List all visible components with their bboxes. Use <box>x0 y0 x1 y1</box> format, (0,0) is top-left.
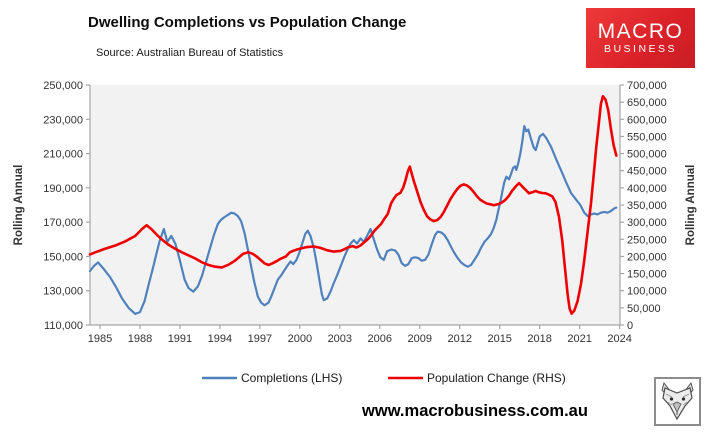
x-axis-tick-label: 1985 <box>88 333 112 345</box>
x-axis-tick-label: 2018 <box>527 333 551 345</box>
left-axis-tick-label: 250,000 <box>43 80 83 92</box>
legend-label: Population Change (RHS) <box>427 371 566 385</box>
right-axis-tick-label: 550,000 <box>627 131 667 143</box>
x-axis-tick-label: 2003 <box>328 333 352 345</box>
left-axis-title: Rolling Annual <box>13 165 25 246</box>
left-axis-tick-label: 170,000 <box>43 217 83 229</box>
x-axis-tick-label: 2000 <box>288 333 312 345</box>
left-axis-tick-label: 230,000 <box>43 114 83 126</box>
right-axis-tick-label: 200,000 <box>627 251 667 263</box>
left-axis-tick-label: 190,000 <box>43 183 83 195</box>
series-population-change <box>88 95 618 316</box>
x-axis-tick-label: 1991 <box>168 333 192 345</box>
macrobusiness-logo-line1: MACRO <box>597 19 684 43</box>
x-axis-tick-label: 2024 <box>607 333 631 345</box>
x-axis-tick-label: 2012 <box>447 333 471 345</box>
right-axis-tick-label: 450,000 <box>627 166 667 178</box>
right-axis-tick-label: 150,000 <box>627 269 667 281</box>
macrobusiness-logo: MACRO BUSINESS <box>586 8 695 68</box>
x-axis-tick-label: 2021 <box>567 333 591 345</box>
left-axis-tick-label: 130,000 <box>43 286 83 298</box>
right-axis-title: Rolling Annual <box>685 165 697 246</box>
left-axis-tick-label: 110,000 <box>44 320 83 332</box>
chart-source-note: Source: Australian Bureau of Statistics <box>96 47 284 59</box>
right-axis-tick-label: 250,000 <box>627 234 667 246</box>
wolf-logo-icon <box>654 377 701 426</box>
x-axis-tick-label: 1988 <box>128 333 152 345</box>
x-axis-tick-label: 2006 <box>368 333 392 345</box>
left-axis-tick-label: 150,000 <box>43 251 83 263</box>
x-axis-tick-label: 2015 <box>487 333 511 345</box>
x-axis-tick-label: 1994 <box>208 333 232 345</box>
right-axis-tick-label: 500,000 <box>627 149 667 161</box>
legend-item: Population Change (RHS) <box>388 371 566 385</box>
x-axis-tick-label: 2009 <box>408 333 432 345</box>
left-axis-tick-label: 210,000 <box>43 149 83 161</box>
right-axis-tick-label: 350,000 <box>627 200 667 212</box>
right-axis-tick-label: 400,000 <box>627 183 667 195</box>
series-completions <box>88 124 618 315</box>
right-axis-tick-label: 300,000 <box>627 217 667 229</box>
right-axis-tick-label: 650,000 <box>627 97 667 109</box>
legend-item: Completions (LHS) <box>202 371 342 385</box>
right-axis-tick-label: 100,000 <box>627 286 667 298</box>
right-axis-tick-label: 0 <box>627 320 633 332</box>
plot-area <box>90 85 620 325</box>
chart-title: Dwelling Completions vs Population Chang… <box>88 14 407 31</box>
legend-label: Completions (LHS) <box>241 371 342 385</box>
right-axis-tick-label: 600,000 <box>627 114 667 126</box>
x-axis-tick-label: 1997 <box>248 333 272 345</box>
right-axis-tick-label: 50,000 <box>627 303 661 315</box>
right-axis-tick-label: 700,000 <box>627 80 667 92</box>
macrobusiness-logo-line2: BUSINESS <box>603 42 678 55</box>
website-url[interactable]: www.macrobusiness.com.au <box>362 402 588 420</box>
